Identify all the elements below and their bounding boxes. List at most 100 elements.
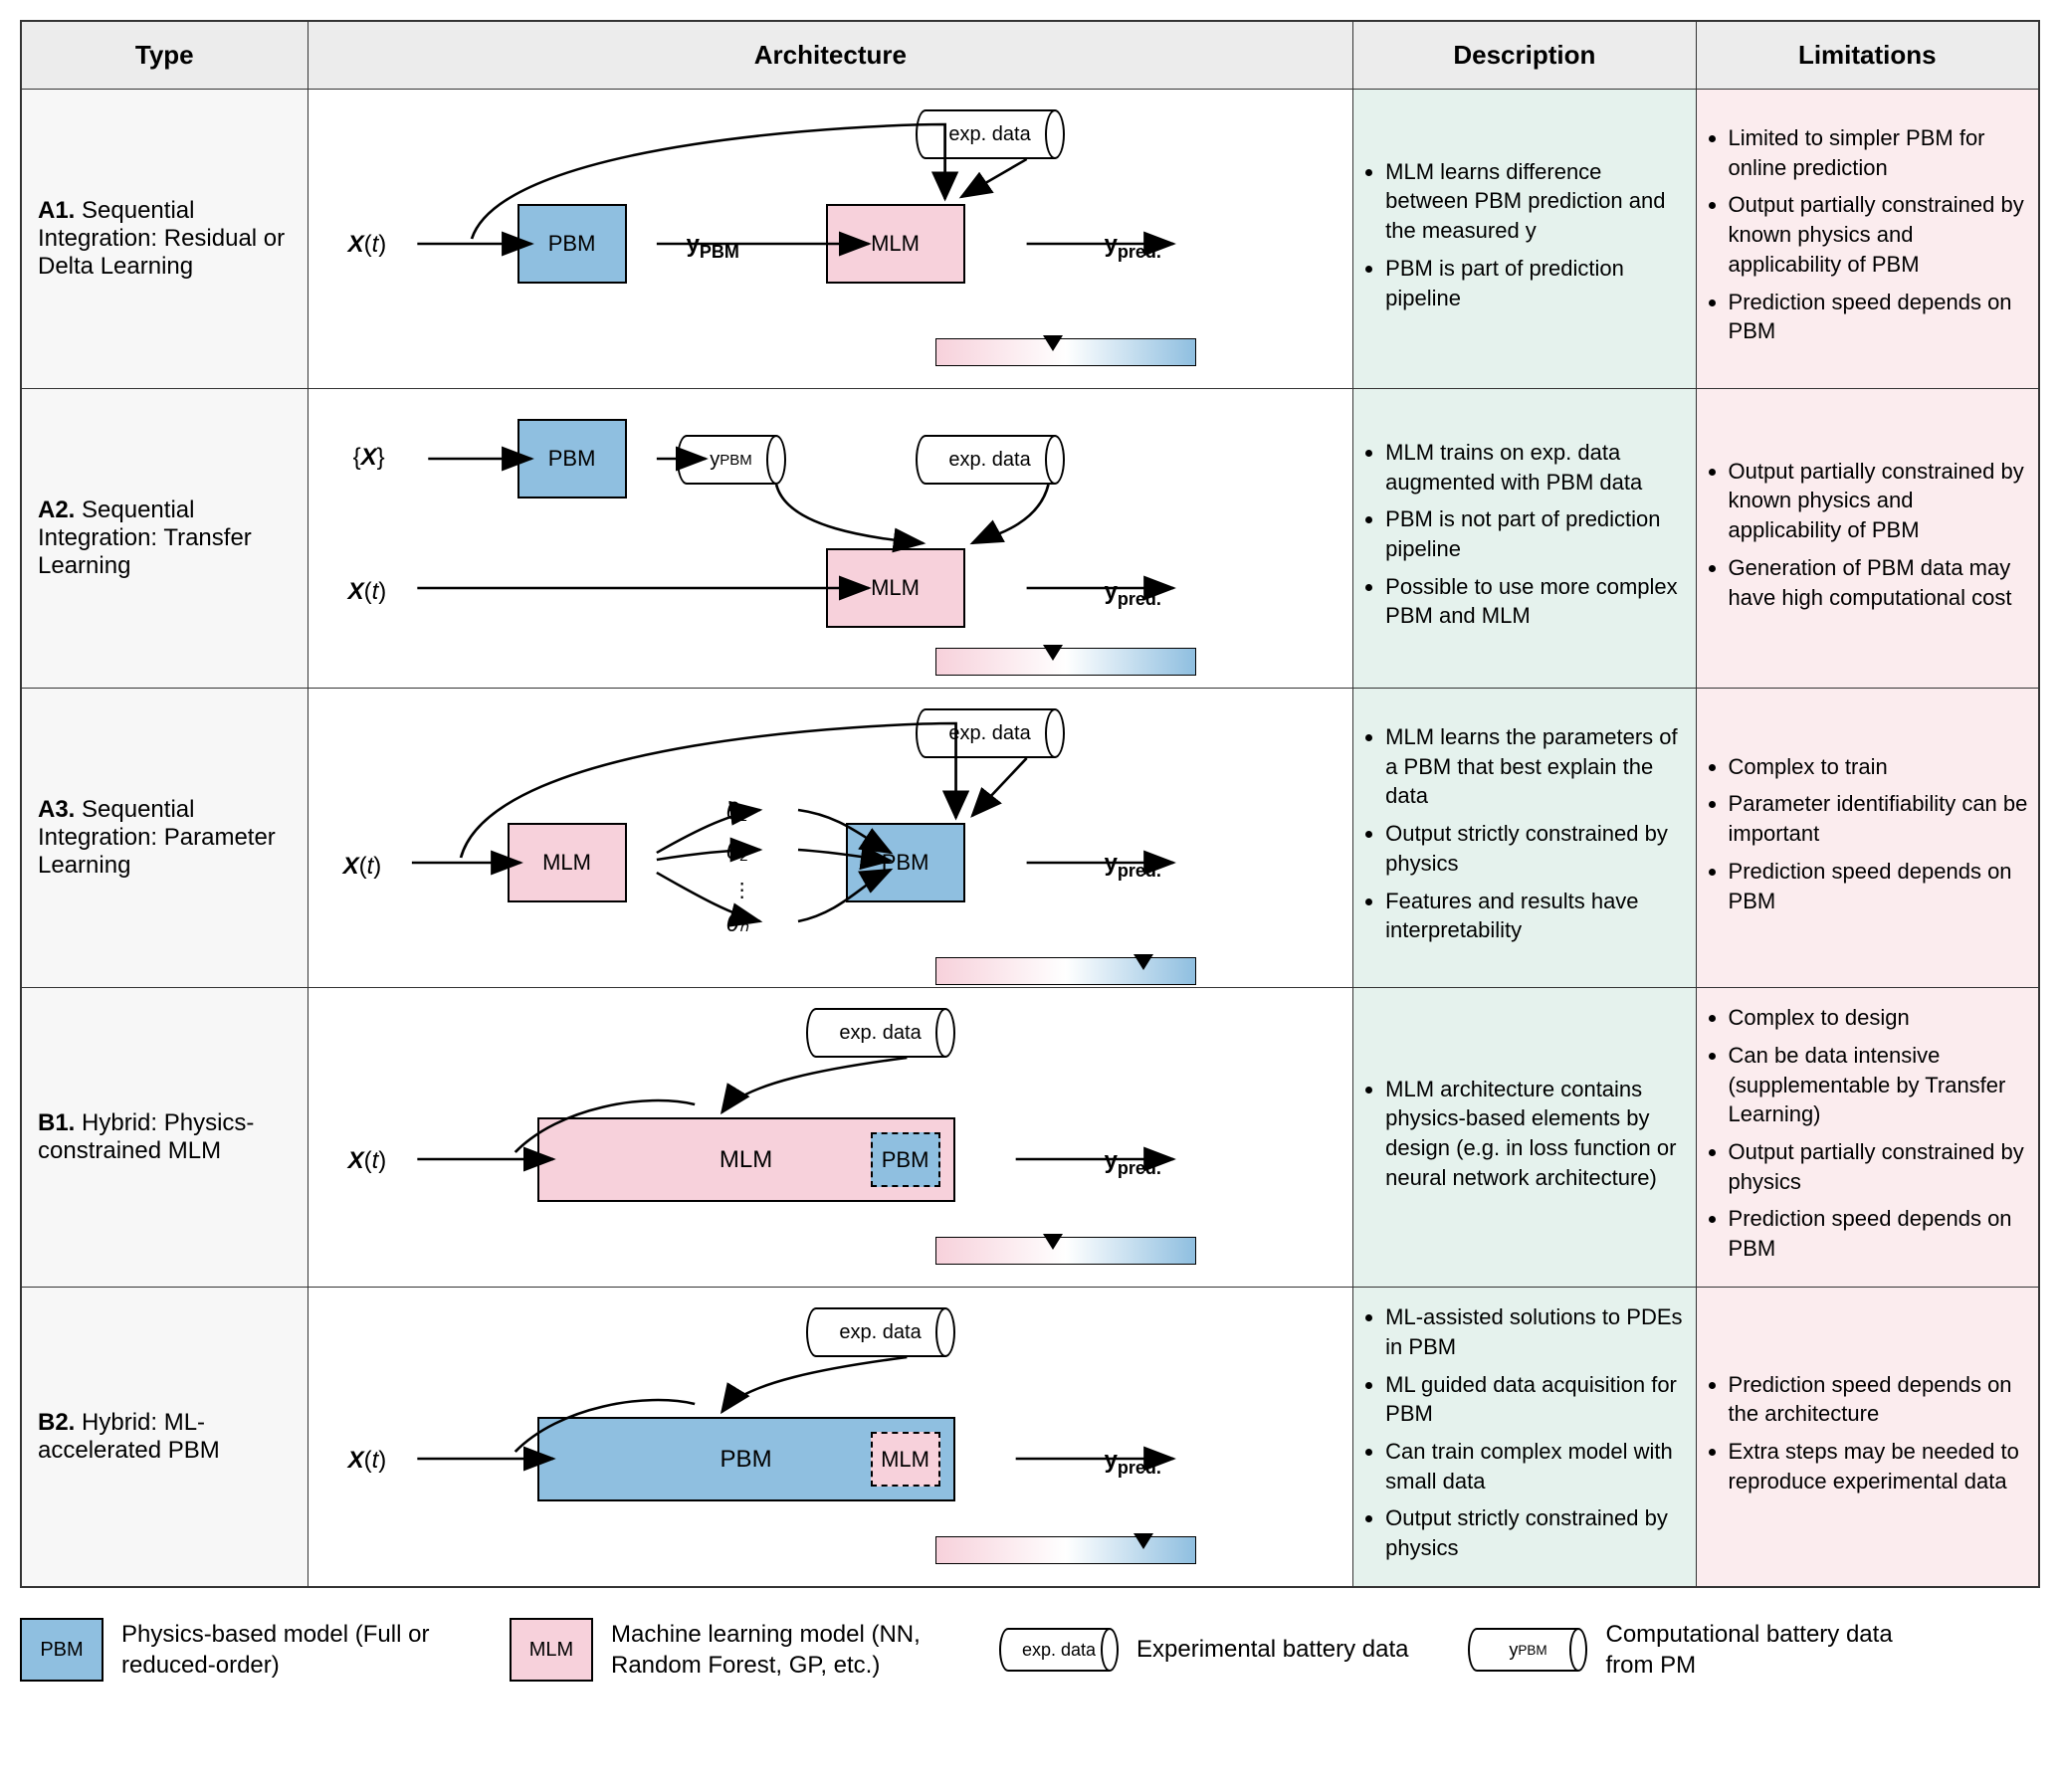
list-item: PBM is not part of prediction pipeline [1385, 504, 1685, 563]
list-item: Prediction speed depends on PBM [1729, 288, 2028, 346]
ypbm-label: yPBM [687, 231, 739, 263]
table-row: B2. Hybrid: ML-accelerated PBM X(t)PBMML… [21, 1288, 2039, 1588]
theta-label: θₙ [726, 909, 749, 938]
header-lim: Limitations [1696, 21, 2039, 90]
output-label: ypred. [1105, 1447, 1161, 1479]
legend: PBM Physics-based model (Full or reduced… [20, 1618, 2040, 1682]
diagram-table: Type Architecture Description Limitation… [20, 20, 2040, 1588]
theta-label: θ₂ [726, 838, 748, 866]
data-cylinder: exp. data [916, 708, 1065, 758]
list-item: PBM is part of prediction pipeline [1385, 254, 1685, 312]
mlm-block: MLM [826, 548, 965, 628]
pbm-block: PBM [871, 1132, 940, 1187]
exp-cylinder-icon: exp. data [999, 1628, 1119, 1672]
header-desc: Description [1353, 21, 1696, 90]
table-row: B1. Hybrid: Physics-constrained MLM X(t)… [21, 988, 2039, 1288]
architecture-cell: X(t)MLMPBMθ₁θ₂⋮θₙ exp. dataypred. [308, 689, 1353, 988]
list-item: MLM architecture contains physics-based … [1385, 1075, 1685, 1193]
list-item: Extra steps may be needed to reproduce e… [1729, 1437, 2028, 1495]
comp-cylinder-icon: yPBM [1468, 1628, 1587, 1672]
theta-dots: ⋮ [732, 878, 752, 902]
type-cell: A3. Sequential Integration: Parameter Le… [21, 689, 308, 988]
description-cell: MLM learns the parameters of a PBM that … [1353, 689, 1696, 988]
list-item: Parameter identifiability can be importa… [1729, 789, 2028, 848]
legend-exp-text: Experimental battery data [1136, 1634, 1408, 1665]
pbm-swatch: PBM [20, 1618, 103, 1682]
list-item: Can train complex model with small data [1385, 1437, 1685, 1495]
architecture-diagram: X(t)PBMMLM exp. dataypred. [309, 1288, 1353, 1586]
description-cell: MLM learns difference between PBM predic… [1353, 90, 1696, 389]
list-item: Output partially constrained by known ph… [1729, 190, 2028, 279]
list-item: Prediction speed depends on PBM [1729, 857, 2028, 915]
header-type: Type [21, 21, 308, 90]
list-item: Generation of PBM data may have high com… [1729, 553, 2028, 612]
data-cylinder: exp. data [916, 109, 1065, 159]
list-item: Can be data intensive (supplementable by… [1729, 1041, 2028, 1129]
legend-exp: exp. data Experimental battery data [999, 1628, 1408, 1672]
output-label: ypred. [1105, 1147, 1161, 1179]
list-item: Possible to use more complex PBM and MLM [1385, 572, 1685, 631]
architecture-cell: {X} X(t) PBM MLM yPBM exp. data ypred. [308, 389, 1353, 689]
limitations-cell: Complex to train Parameter identifiabilit… [1696, 689, 2039, 988]
input-label: X(t) [348, 578, 387, 606]
limitations-cell: Output partially constrained by known ph… [1696, 389, 2039, 689]
spectrum-bar [935, 957, 1196, 985]
limitations-cell: Complex to design Can be data intensive (… [1696, 988, 2039, 1288]
input-label: X(t) [348, 231, 387, 259]
limitations-cell: Prediction speed depends on the architec… [1696, 1288, 2039, 1588]
list-item: Features and results have interpretabili… [1385, 887, 1685, 945]
legend-pbm: PBM Physics-based model (Full or reduced… [20, 1618, 450, 1682]
mlm-block: MLM [508, 823, 627, 902]
list-item: MLM learns the parameters of a PBM that … [1385, 722, 1685, 811]
list-item: Complex to design [1729, 1003, 2028, 1033]
architecture-diagram: {X} X(t) PBM MLM yPBM exp. data ypred. [309, 389, 1353, 688]
table-row: A3. Sequential Integration: Parameter Le… [21, 689, 2039, 988]
input-set-label: {X} [353, 444, 385, 472]
spectrum-bar [935, 648, 1196, 676]
list-item: Output strictly constrained by physics [1385, 819, 1685, 878]
architecture-cell: X(t)PBMMLM exp. dataypred. [308, 1288, 1353, 1588]
pbm-block: PBM [846, 823, 965, 902]
list-item: ML guided data acquisition for PBM [1385, 1370, 1685, 1429]
list-item: Output partially constrained by physics [1729, 1137, 2028, 1196]
list-item: MLM trains on exp. data augmented with P… [1385, 438, 1685, 497]
spectrum-bar [935, 1237, 1196, 1265]
table-row: A1. Sequential Integration: Residual or … [21, 90, 2039, 389]
mlm-block: MLM [826, 204, 965, 284]
description-cell: ML-assisted solutions to PDEs in PBM ML g… [1353, 1288, 1696, 1588]
legend-mlm: MLM Machine learning model (NN, Random F… [510, 1618, 939, 1682]
header-arch: Architecture [308, 21, 1353, 90]
data-cylinder: exp. data [806, 1307, 955, 1357]
legend-pbm-text: Physics-based model (Full or reduced-ord… [121, 1619, 450, 1681]
data-cylinder: yPBM [677, 435, 786, 485]
limitations-cell: Limited to simpler PBM for online predic… [1696, 90, 2039, 389]
spectrum-bar [935, 338, 1196, 366]
list-item: Output strictly constrained by physics [1385, 1503, 1685, 1562]
output-label: ypred. [1105, 231, 1161, 263]
list-item: Output partially constrained by known ph… [1729, 457, 2028, 545]
description-cell: MLM architecture contains physics-based … [1353, 988, 1696, 1288]
pbm-block: PBM [517, 204, 627, 284]
type-cell: B1. Hybrid: Physics-constrained MLM [21, 988, 308, 1288]
architecture-diagram: X(t)MLMPBMθ₁θ₂⋮θₙ exp. dataypred. [309, 689, 1353, 987]
type-cell: A1. Sequential Integration: Residual or … [21, 90, 308, 389]
pbm-block: PBM [517, 419, 627, 498]
list-item: Limited to simpler PBM for online predic… [1729, 123, 2028, 182]
data-cylinder: exp. data [916, 435, 1065, 485]
table-row: A2. Sequential Integration: Transfer Lea… [21, 389, 2039, 689]
input-label: X(t) [343, 853, 382, 881]
output-label: ypred. [1105, 578, 1161, 610]
list-item: MLM learns difference between PBM predic… [1385, 157, 1685, 246]
spectrum-bar [935, 1536, 1196, 1564]
list-item: ML-assisted solutions to PDEs in PBM [1385, 1302, 1685, 1361]
description-cell: MLM trains on exp. data augmented with P… [1353, 389, 1696, 689]
architecture-cell: X(t)MLMPBM exp. dataypred. [308, 988, 1353, 1288]
list-item: Prediction speed depends on the architec… [1729, 1370, 2028, 1429]
theta-label: θ₁ [726, 798, 747, 826]
architecture-diagram: X(t)MLMPBM exp. dataypred. [309, 988, 1353, 1287]
data-cylinder: exp. data [806, 1008, 955, 1058]
architecture-diagram: X(t) PBM MLM yPBM exp. data ypred. [309, 90, 1353, 388]
mlm-block: MLM [871, 1432, 940, 1487]
list-item: Complex to train [1729, 752, 2028, 782]
type-cell: B2. Hybrid: ML-accelerated PBM [21, 1288, 308, 1588]
